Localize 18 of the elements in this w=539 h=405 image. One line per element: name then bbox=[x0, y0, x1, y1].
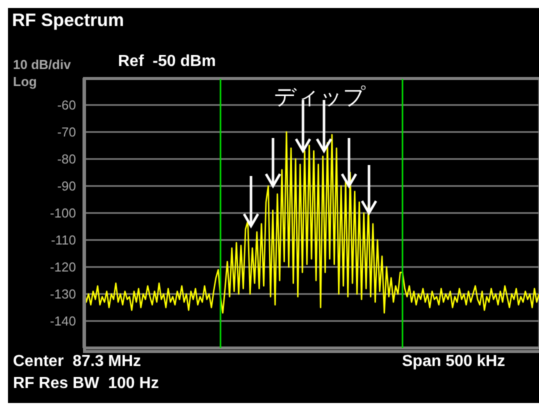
y-tick-label: -70 bbox=[57, 124, 76, 140]
y-tick-label: -80 bbox=[57, 152, 76, 167]
text: Log bbox=[13, 74, 37, 89]
y-tick-label: -110 bbox=[50, 232, 76, 248]
text: Ref -50 dBm bbox=[118, 53, 216, 71]
chart-title: RF Spectrum bbox=[12, 10, 124, 31]
text: Center 87.3 MHz bbox=[13, 353, 142, 371]
y-tick-label: -120 bbox=[50, 260, 76, 275]
text: 10 dB/div bbox=[13, 57, 71, 72]
y-tick-label: -60 bbox=[57, 98, 76, 113]
line-series bbox=[84, 131, 539, 314]
y-tick-label: -100 bbox=[50, 206, 76, 221]
text: RF Res BW 100 Hz bbox=[13, 375, 159, 393]
y-tick-label: -130 bbox=[50, 286, 76, 302]
y-tick-label: -90 bbox=[57, 178, 76, 194]
text: Span 500 kHz bbox=[402, 353, 506, 371]
annotation: ディップ bbox=[274, 83, 366, 111]
y-tick-label: -140 bbox=[50, 314, 76, 329]
